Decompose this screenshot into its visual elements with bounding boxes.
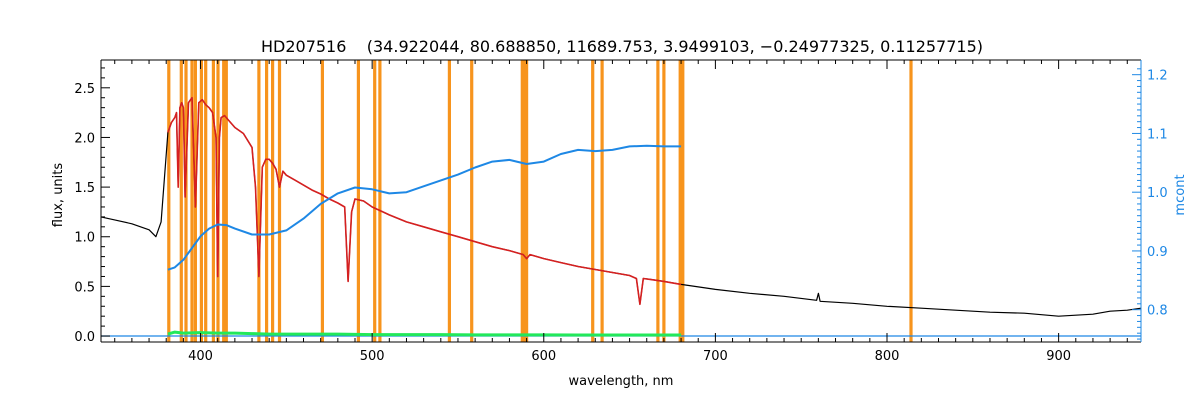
masked-line-band	[265, 60, 269, 342]
masked-line-band	[356, 60, 360, 342]
masked-line-band	[199, 60, 203, 342]
y-axis-title: flux, units	[51, 163, 66, 228]
x-tick-label: 800	[875, 349, 900, 364]
x-tick-label: 700	[703, 349, 728, 364]
masked-line-band	[373, 60, 377, 342]
masked-line-band	[681, 60, 685, 342]
masked-line-band	[167, 60, 171, 342]
masked-line-band	[222, 60, 226, 342]
model-series-line	[167, 96, 682, 306]
masked-line-band	[470, 60, 474, 342]
masked-lines-layer	[167, 60, 913, 342]
masked-line-band	[224, 60, 228, 342]
residual-series-line	[167, 330, 682, 337]
right-y-tick-label: 1.2	[1147, 69, 1168, 84]
masked-line-band	[662, 60, 666, 342]
masked-line-band	[600, 60, 604, 342]
y-tick-label: 0.0	[74, 330, 95, 345]
masked-line-band	[678, 60, 682, 342]
masked-line-band	[179, 60, 183, 342]
mcont-series-line	[167, 144, 682, 271]
masked-line-band	[184, 60, 188, 342]
right-y-tick-label: 0.9	[1147, 245, 1168, 260]
y-tick-label: 1.5	[74, 181, 95, 196]
masked-line-band	[525, 60, 529, 342]
x-tick-label: 500	[360, 349, 385, 364]
x-tick-label: 900	[1046, 349, 1071, 364]
masked-line-band	[211, 60, 215, 342]
masked-line-band	[257, 60, 261, 342]
y-tick-label: 2.0	[74, 131, 95, 146]
axes-layer	[100, 59, 1142, 343]
right-y-tick-label: 0.8	[1147, 304, 1168, 319]
x-tick-label: 600	[531, 349, 556, 364]
masked-line-band	[204, 60, 208, 342]
y-tick-label: 0.5	[74, 280, 95, 295]
masked-line-band	[447, 60, 451, 342]
right-y-tick-label: 1.1	[1147, 127, 1168, 142]
chart-title: HD207516 (34.922044, 80.688850, 11689.75…	[261, 37, 983, 56]
series-layer	[100, 96, 1142, 337]
y-tick-label: 2.5	[74, 82, 95, 97]
masked-line-band	[656, 60, 660, 342]
right-axis-title: mcont	[1173, 174, 1188, 215]
masked-line-band	[190, 60, 194, 342]
masked-line-band	[378, 60, 382, 342]
masked-line-band	[277, 60, 282, 342]
right-y-tick-label: 1.0	[1147, 186, 1168, 201]
y-tick-label: 1.0	[74, 231, 95, 246]
x-axis-title: wavelength, nm	[569, 374, 674, 389]
masked-line-band	[520, 60, 524, 342]
ticks-layer: 400 500 600 700 800 900 0.0 0.5 1.0 1.5 2.0 2.5 0.8 0…	[74, 60, 1168, 364]
masked-line-band	[320, 60, 324, 342]
masked-line-band	[522, 60, 526, 342]
masked-line-band	[909, 60, 913, 342]
masked-line-band	[271, 60, 275, 342]
masked-line-band	[591, 60, 595, 342]
x-tick-label: 400	[188, 349, 213, 364]
